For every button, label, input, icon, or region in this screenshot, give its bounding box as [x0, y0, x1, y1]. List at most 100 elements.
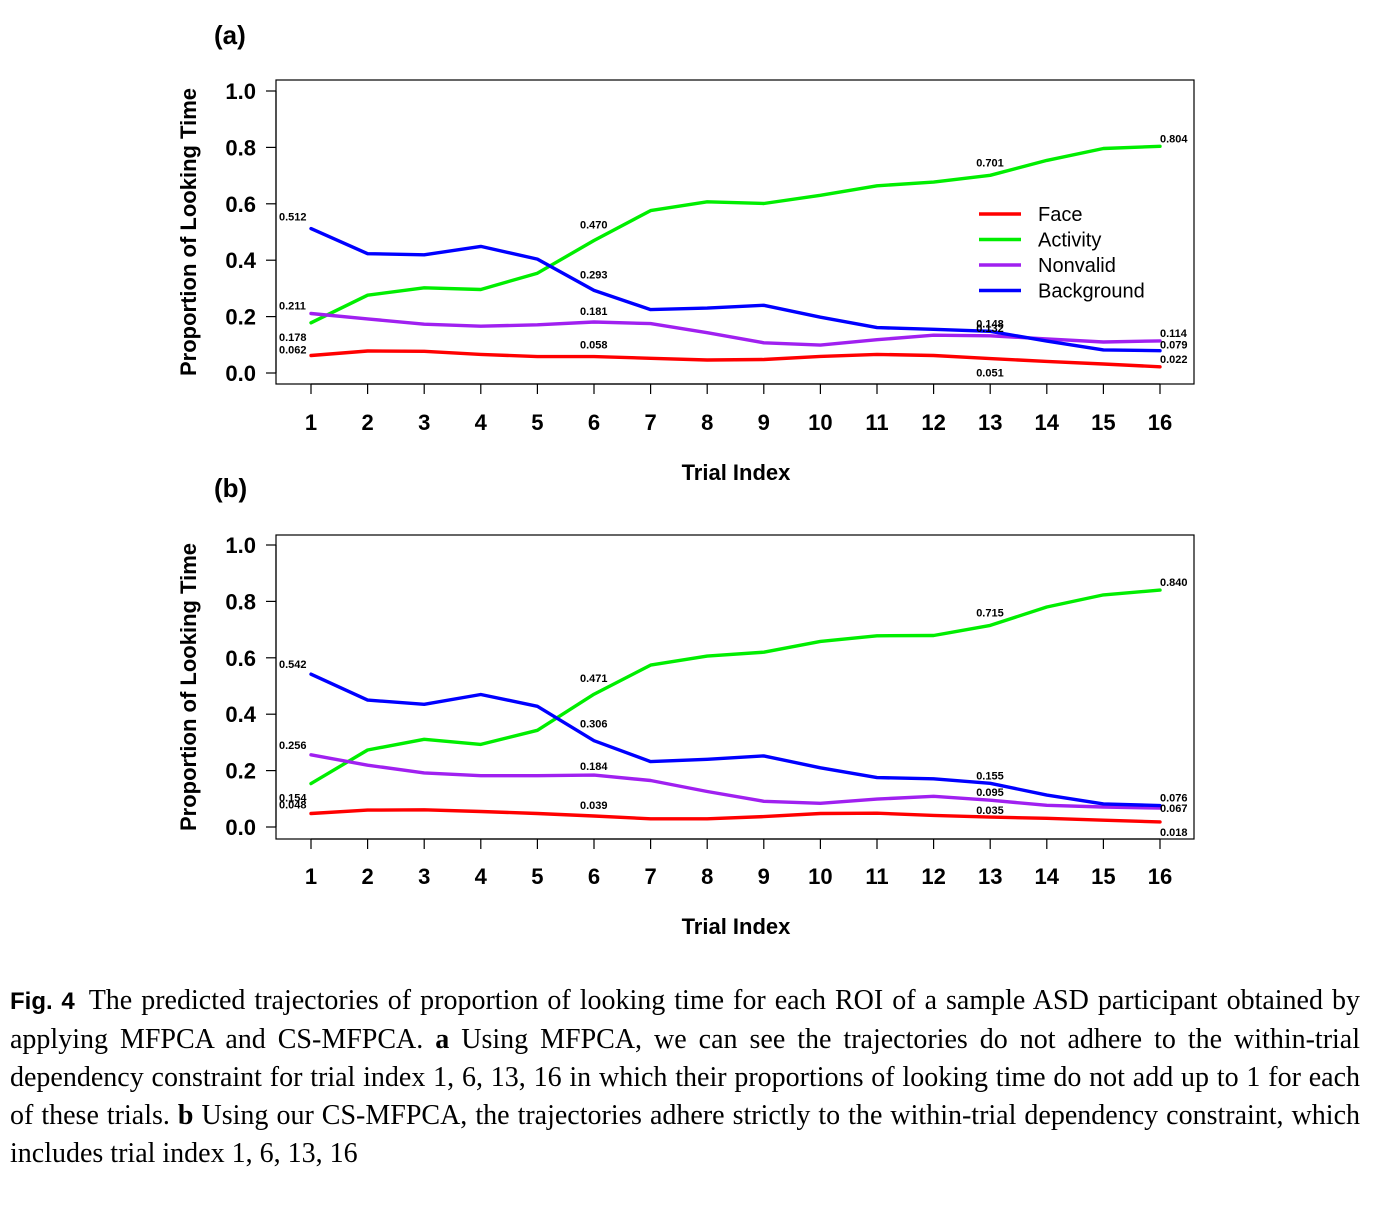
x-axis-title: Trial Index — [682, 914, 792, 939]
data-label: 0.058 — [580, 340, 608, 352]
y-tick-label: 0.8 — [225, 589, 256, 614]
x-tick-label: 5 — [531, 410, 543, 435]
data-label: 0.306 — [580, 719, 608, 731]
x-tick-label: 6 — [588, 410, 600, 435]
y-tick-label: 0.6 — [225, 646, 256, 671]
x-tick-label: 13 — [978, 410, 1002, 435]
figure-caption: Fig. 4 The predicted trajectories of prop… — [10, 982, 1360, 1173]
data-label: 0.181 — [580, 306, 608, 318]
x-tick-label: 5 — [531, 864, 543, 889]
legend-label-nonvalid: Nonvalid — [1038, 255, 1116, 277]
y-axis-title: Proportion of Looking Time — [176, 88, 201, 376]
series-line-activity — [309, 144, 1162, 325]
panel-label: (b) — [214, 473, 247, 503]
data-label: 0.542 — [279, 659, 307, 671]
caption-text-2: Using MFPCA, we can see the trajectories… — [10, 1024, 1361, 1131]
series-line-background — [309, 226, 1162, 353]
figure-label: Fig. 4 — [10, 988, 75, 1015]
x-tick-label: 9 — [758, 410, 770, 435]
series-line-nonvalid — [309, 753, 1162, 810]
data-label: 0.018 — [1160, 827, 1188, 839]
x-tick-label: 12 — [921, 864, 945, 889]
x-axis-title: Trial Index — [682, 460, 792, 485]
x-tick-label: 12 — [921, 410, 945, 435]
data-label: 0.022 — [1160, 354, 1188, 366]
data-label: 0.256 — [279, 740, 307, 752]
data-label: 0.840 — [1160, 577, 1188, 589]
caption-panel-b-marker: b — [177, 1100, 194, 1131]
x-tick-label: 11 — [865, 864, 888, 889]
x-tick-label: 3 — [418, 864, 430, 889]
x-tick-label: 8 — [701, 864, 713, 889]
legend-label-activity: Activity — [1038, 230, 1101, 252]
data-label: 0.039 — [580, 800, 608, 812]
x-tick-label: 4 — [475, 410, 488, 435]
y-tick-label: 1.0 — [225, 533, 256, 558]
x-tick-label: 7 — [644, 410, 656, 435]
y-tick-label: 0.2 — [225, 759, 256, 784]
series-line-background — [309, 672, 1162, 808]
data-label: 0.051 — [976, 368, 1004, 380]
x-tick-label: 2 — [361, 410, 373, 435]
x-tick-label: 14 — [1035, 410, 1060, 435]
y-tick-label: 0.4 — [225, 248, 256, 273]
y-tick-label: 0.4 — [225, 702, 256, 727]
data-label: 0.184 — [580, 761, 608, 773]
data-label: 0.804 — [1160, 133, 1188, 145]
y-tick-label: 0.8 — [225, 135, 256, 160]
x-tick-label: 9 — [758, 864, 770, 889]
legend-label-face: Face — [1038, 204, 1082, 226]
panel-label: (a) — [214, 20, 246, 50]
x-tick-label: 15 — [1091, 410, 1115, 435]
caption-text-1: The predicted trajectories of proportion… — [10, 985, 1360, 1055]
y-axis-title: Proportion of Looking Time — [176, 543, 201, 831]
legend: Face Activity Nonvalid Background — [979, 204, 1145, 303]
data-label: 0.095 — [976, 787, 1004, 799]
data-label: 0.715 — [976, 607, 1004, 619]
data-label: 0.079 — [1160, 340, 1188, 352]
data-label: 0.148 — [976, 318, 1004, 330]
legend-label-background: Background — [1038, 281, 1145, 303]
data-label: 0.178 — [279, 332, 307, 344]
x-tick-label: 14 — [1035, 864, 1060, 889]
data-label: 0.293 — [580, 269, 608, 281]
x-tick-label: 7 — [644, 864, 656, 889]
data-label: 0.155 — [976, 770, 1004, 782]
x-tick-label: 13 — [978, 864, 1002, 889]
x-tick-label: 3 — [418, 410, 430, 435]
data-label: 0.471 — [580, 673, 608, 685]
data-label: 0.211 — [279, 300, 306, 312]
x-tick-label: 15 — [1091, 864, 1115, 889]
caption-text-3: Using our CS-MFPCA, the trajectories adh… — [10, 1100, 1361, 1169]
y-tick-label: 0.2 — [225, 305, 256, 330]
chart-panel-a: (a)0.00.20.40.60.81.01 2 3 4 5 6 7 8 9 10 11 12 13 14… — [176, 20, 1195, 485]
x-tick-label: 16 — [1148, 864, 1172, 889]
y-tick-label: 1.0 — [225, 79, 256, 104]
x-tick-label: 16 — [1148, 410, 1172, 435]
x-tick-label: 1 — [305, 410, 317, 435]
plot-frame — [275, 534, 1195, 840]
series-line-face — [309, 349, 1162, 369]
x-tick-label: 2 — [361, 864, 373, 889]
chart-panel-b: (b)0.00.20.40.60.81.01 2 3 4 5 6 7 8 9 10 11 12 13 14… — [176, 473, 1195, 939]
x-tick-label: 6 — [588, 864, 600, 889]
y-tick-label: 0.0 — [225, 815, 256, 840]
series-line-face — [309, 808, 1162, 824]
data-label: 0.076 — [1160, 793, 1188, 805]
data-label: 0.114 — [1160, 328, 1188, 340]
data-label: 0.154 — [279, 793, 307, 805]
data-label: 0.048 — [279, 799, 307, 811]
data-label: 0.470 — [580, 219, 608, 231]
x-tick-label: 11 — [865, 410, 888, 435]
x-tick-label: 8 — [701, 410, 713, 435]
data-label: 0.132 — [976, 323, 1004, 335]
x-tick-label: 10 — [808, 410, 832, 435]
y-tick-label: 0.6 — [225, 192, 256, 217]
data-label: 0.512 — [279, 212, 307, 224]
figure-canvas: (a)0.00.20.40.60.81.01 2 3 4 5 6 7 8 9 10 11 12 13 14… — [176, 20, 1195, 939]
y-tick-label: 0.0 — [225, 361, 256, 386]
x-tick-label: 1 — [305, 864, 317, 889]
data-label: 0.067 — [1160, 803, 1188, 815]
data-label: 0.701 — [976, 157, 1004, 169]
x-tick-label: 4 — [475, 864, 488, 889]
